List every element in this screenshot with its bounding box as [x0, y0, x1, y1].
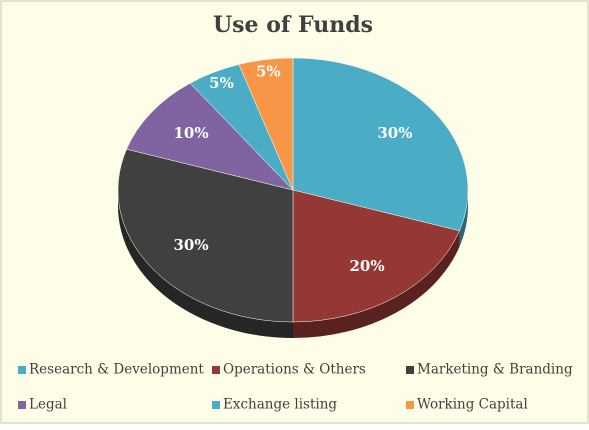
legend-swatch	[406, 401, 414, 409]
slice-side	[293, 230, 460, 338]
legend-label: Legal	[29, 397, 67, 413]
slice	[292, 57, 469, 232]
data-label: 20%	[349, 257, 384, 275]
data-label: 5%	[209, 74, 234, 92]
slice	[117, 148, 294, 323]
slice-side	[118, 190, 293, 338]
data-label: 30%	[377, 124, 412, 142]
legend-label: Exchange listing	[223, 397, 337, 413]
legend-swatch	[406, 366, 414, 374]
chart-title: Use of Funds	[213, 12, 373, 38]
slice	[292, 189, 460, 323]
data-label: 30%	[173, 236, 208, 254]
data-label: 5%	[256, 63, 281, 81]
legend-swatch	[212, 366, 220, 374]
legend-swatch	[18, 401, 26, 409]
legend-label: Marketing & Branding	[417, 362, 573, 378]
legend-swatch	[18, 366, 26, 374]
slice	[238, 57, 294, 191]
legend-label: Research & Development	[29, 362, 204, 378]
slice	[126, 82, 294, 191]
legend-label: Working Capital	[417, 397, 528, 413]
legend-swatch	[212, 401, 220, 409]
legend-label: Operations & Others	[223, 362, 366, 378]
slice-side	[459, 190, 468, 247]
data-label: 10%	[173, 124, 208, 142]
